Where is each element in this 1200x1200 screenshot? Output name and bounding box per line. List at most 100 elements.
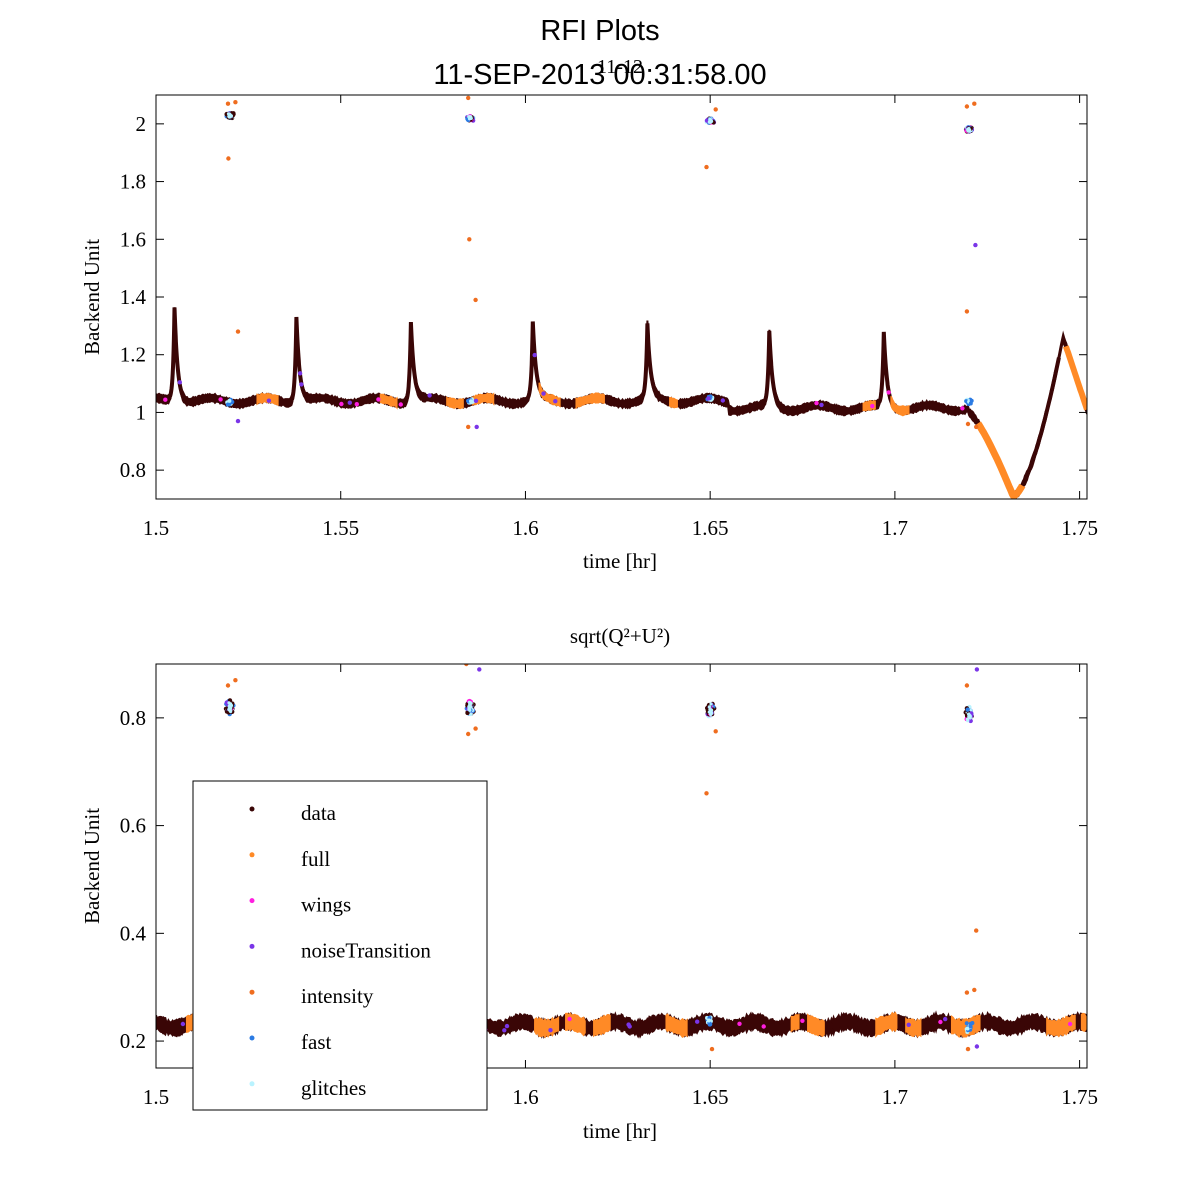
top-fast-point bbox=[227, 402, 231, 407]
top-ytick-label: 1.6 bbox=[120, 227, 146, 251]
bottom-glitch-point bbox=[709, 702, 713, 706]
top-wings-point bbox=[720, 398, 725, 403]
top-wings-point bbox=[814, 400, 819, 406]
top-glitch-point bbox=[227, 114, 231, 118]
top-ytick-label: 0.8 bbox=[120, 458, 146, 482]
bottom-outlier-point bbox=[972, 987, 977, 993]
legend-marker-data bbox=[249, 806, 255, 812]
top-full-flag-segment bbox=[446, 396, 464, 410]
legend-entry-data: data bbox=[249, 801, 337, 825]
bottom-panel-frame bbox=[155, 663, 1088, 1069]
bottom-cal-point bbox=[465, 710, 470, 716]
top-spike-0 bbox=[168, 307, 187, 402]
top-glitch-point bbox=[468, 115, 472, 119]
bottom-wings-point bbox=[695, 1019, 700, 1024]
top-ytick-label: 1.2 bbox=[120, 343, 146, 367]
bottom-xtick-label: 1.7 bbox=[882, 1085, 908, 1109]
top-xtick-label: 1.7 bbox=[882, 516, 908, 540]
bottom-full-flag-segment bbox=[1080, 1012, 1087, 1032]
top-panel-xlabel: time [hr] bbox=[583, 549, 657, 573]
bottom-wings-point bbox=[502, 1028, 507, 1033]
legend-label-full: full bbox=[301, 847, 330, 871]
figure-subtitle: 11-SEP-2013 00:31:58.00 bbox=[433, 59, 766, 91]
legend-entry-wings: wings bbox=[249, 893, 351, 917]
bottom-glitch-point bbox=[967, 712, 971, 716]
top-outlier-point bbox=[233, 100, 238, 105]
bottom-wings-point bbox=[180, 1021, 186, 1027]
bottom-panel-title: sqrt(Q²+U²) bbox=[570, 624, 670, 648]
top-spike-5 bbox=[762, 330, 782, 408]
top-outlier-point bbox=[466, 424, 471, 430]
legend-entry-intensity: intensity bbox=[249, 984, 374, 1008]
top-wings-point bbox=[299, 382, 304, 387]
legend-entry-full: full bbox=[249, 847, 330, 871]
top-outlier-point bbox=[225, 101, 231, 106]
bottom-ytick-label: 0.6 bbox=[120, 814, 146, 838]
top-ytick-label: 2 bbox=[136, 112, 147, 136]
top-wings-point bbox=[553, 399, 558, 404]
legend-marker-wings bbox=[249, 898, 255, 904]
legend-marker-noiseTransition bbox=[249, 943, 255, 949]
bottom-outlier-point bbox=[709, 1046, 715, 1052]
bottom-ytick-label: 0.8 bbox=[120, 706, 146, 730]
bottom-full-flag-segment bbox=[905, 1017, 922, 1038]
top-wings-point bbox=[163, 397, 168, 402]
legend-label-data: data bbox=[301, 801, 337, 825]
bottom-outlier-point bbox=[965, 1046, 971, 1052]
bottom-glitch-point bbox=[968, 715, 972, 719]
bottom-glitch-point bbox=[707, 705, 712, 709]
legend-entry-glitches: glitches bbox=[249, 1076, 366, 1100]
legend-label-wings: wings bbox=[301, 893, 351, 917]
bottom-wings-point bbox=[906, 1022, 911, 1027]
legend-label-intensity: intensity bbox=[301, 984, 374, 1008]
top-outlier-point bbox=[235, 418, 241, 424]
bottom-panel-axes: 1.51.551.61.651.71.750.20.40.60.8 bbox=[120, 664, 1098, 1109]
top-spike-2 bbox=[404, 322, 424, 401]
legend-marker-intensity bbox=[249, 989, 255, 995]
top-glitch-point bbox=[967, 127, 971, 131]
bottom-outlier-point bbox=[464, 664, 469, 667]
bottom-panel-xlabel: time [hr] bbox=[583, 1119, 657, 1143]
top-dip-recovery bbox=[1063, 345, 1087, 411]
top-xtick-label: 1.65 bbox=[692, 516, 729, 540]
bottom-outlier-point bbox=[225, 683, 231, 688]
bottom-ytick-label: 0.4 bbox=[120, 921, 147, 945]
bottom-fast-point bbox=[707, 1018, 711, 1023]
top-outlier-point bbox=[704, 164, 709, 170]
bottom-outlier-point bbox=[466, 731, 471, 737]
top-outlier-point bbox=[226, 156, 231, 161]
top-data-series-band bbox=[156, 307, 1087, 499]
top-fast-point bbox=[469, 399, 473, 404]
top-outlier-point bbox=[473, 297, 478, 303]
top-wings-point bbox=[706, 396, 711, 401]
top-outlier-point bbox=[235, 329, 241, 334]
top-spike-4 bbox=[641, 323, 660, 398]
bottom-full-flag-segment bbox=[534, 1016, 560, 1039]
bottom-wings-point bbox=[567, 1016, 572, 1022]
legend-label-noiseTransition: noiseTransition bbox=[301, 938, 431, 962]
top-spike-3 bbox=[526, 321, 546, 398]
top-wings-point bbox=[886, 390, 891, 395]
top-xtick-label: 1.75 bbox=[1061, 516, 1098, 540]
top-wings-point bbox=[427, 393, 432, 398]
top-panel: 1.5 1.55 1.6 1.65 1.7 1.75 0.8 1 1.2 1.4 1.6 1.8 2 t… bbox=[80, 94, 1098, 573]
bottom-glitch-point bbox=[468, 705, 472, 709]
bottom-outlier-point bbox=[704, 791, 709, 796]
bottom-full-flag-segment bbox=[950, 1014, 981, 1039]
bottom-cal-point bbox=[965, 707, 970, 712]
legend-label-fast: fast bbox=[301, 1030, 331, 1054]
bottom-ytick-label: 0.2 bbox=[120, 1029, 146, 1053]
top-wings-point bbox=[541, 391, 546, 396]
top-dip-flagged bbox=[975, 421, 1026, 499]
bottom-outlier-point bbox=[974, 667, 980, 672]
top-wings-point bbox=[398, 402, 403, 407]
top-dip-rise bbox=[1020, 357, 1061, 487]
top-full-flag-segment bbox=[890, 396, 910, 417]
bottom-wings-point bbox=[504, 1023, 510, 1029]
bottom-wings-point bbox=[938, 1019, 943, 1025]
bottom-wings-point bbox=[800, 1018, 805, 1023]
legend-marker-fast bbox=[249, 1035, 255, 1041]
bottom-full-flag-segment bbox=[665, 1013, 688, 1038]
top-wings-point bbox=[376, 397, 381, 402]
top-outlier-point bbox=[965, 421, 971, 427]
